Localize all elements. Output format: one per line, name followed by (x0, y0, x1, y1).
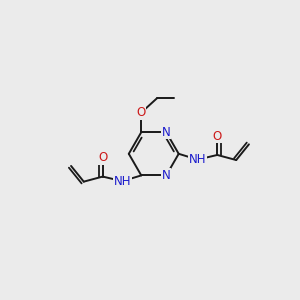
Text: NH: NH (114, 175, 131, 188)
Text: O: O (213, 130, 222, 142)
Text: O: O (137, 106, 146, 119)
Text: N: N (162, 169, 171, 182)
Text: O: O (98, 151, 107, 164)
Text: NH: NH (189, 153, 206, 166)
Text: N: N (162, 126, 171, 139)
